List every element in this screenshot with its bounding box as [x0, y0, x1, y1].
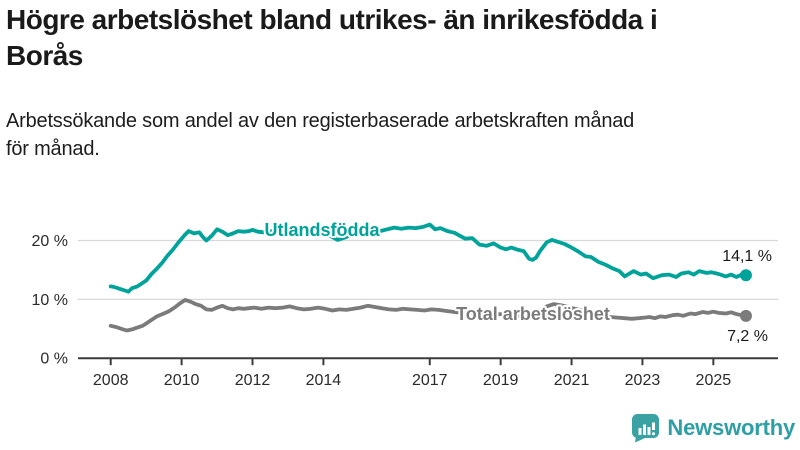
chart-title: Högre arbetslöshet bland utrikes- än inr…	[6, 4, 658, 71]
series-annotations: Utlandsfödda Total arbetslöshet 14,1 % 7…	[263, 218, 774, 347]
series-label-utlandsfodda: Utlandsfödda	[265, 220, 381, 240]
x-axis-label: 2019	[483, 372, 519, 389]
logo-bar-3	[647, 426, 651, 435]
y-axis-label: 0 %	[40, 351, 68, 368]
y-axis-label: 10 %	[32, 292, 68, 309]
logo-bar-1	[638, 427, 642, 435]
series-line-total-arbetsloshet	[108, 297, 748, 333]
x-axis-label: 2012	[235, 372, 271, 389]
series-label-total-arbetsloshet: Total arbetslöshet	[456, 304, 610, 324]
series-endpoint-dot-total-arbetsloshet	[739, 309, 752, 322]
logo-bar-2	[643, 424, 647, 435]
x-axis-label: 2014	[306, 372, 342, 389]
series-endpoint-dot-utlandsfodda	[739, 269, 752, 282]
axis-tick-labels: 0 % 10 % 20 % 2008 2010 2012 2014 2017 2019 2021 2…	[32, 233, 732, 389]
logo-exclamation-dot	[652, 431, 656, 435]
x-axis-label: 2010	[164, 372, 200, 389]
chart-subtitle: Arbetssökande som andel av den registerb…	[6, 110, 635, 160]
y-axis-label: 20 %	[32, 233, 68, 250]
newsworthy-logo-text: Newsworthy	[667, 415, 795, 440]
x-axis-label: 2025	[696, 372, 732, 389]
series-lines	[108, 222, 752, 333]
x-axis-label: 2023	[625, 372, 661, 389]
x-axis-label: 2017	[412, 372, 448, 389]
x-axis	[78, 357, 778, 366]
x-axis-label: 2008	[93, 372, 129, 389]
gridlines	[78, 239, 778, 301]
end-value-label-total-arbetsloshet: 7,2 %	[727, 328, 768, 345]
end-value-label-utlandsfodda: 14,1 %	[722, 248, 772, 265]
x-axis-label: 2021	[554, 372, 590, 389]
series-line-utlandsfodda	[108, 222, 748, 294]
logo-exclamation-bar	[652, 422, 656, 430]
newsworthy-logo-icon	[632, 413, 660, 442]
newsworthy-logo: Newsworthy	[632, 412, 795, 444]
